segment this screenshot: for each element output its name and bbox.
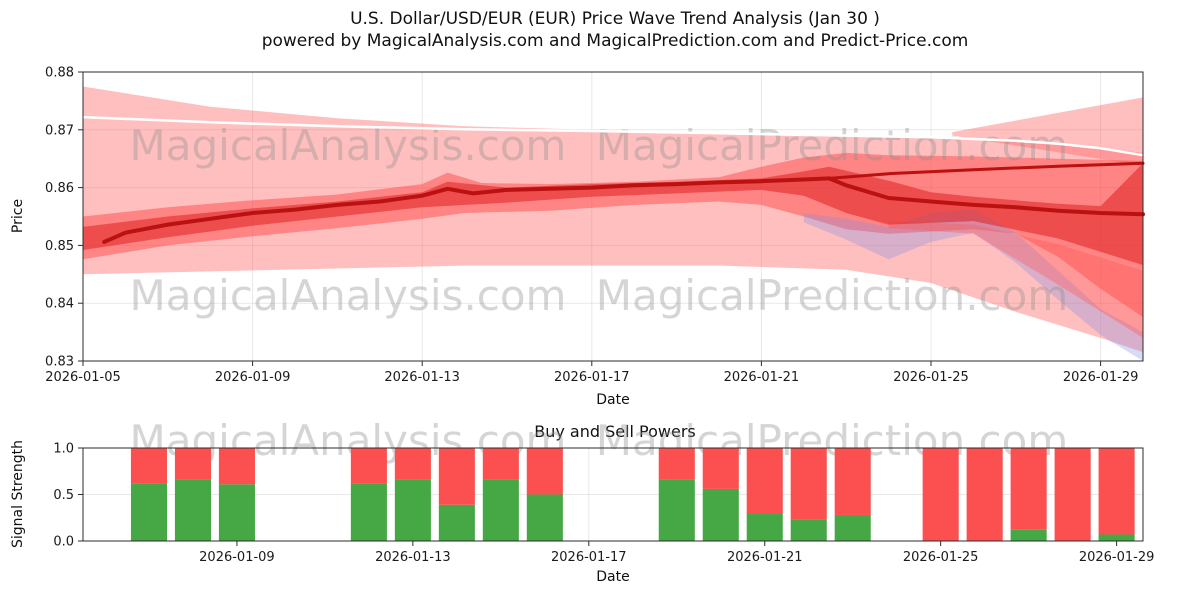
buy-bar-2026-01-29	[1098, 534, 1135, 541]
buy-bar-2026-01-22	[790, 519, 827, 541]
signal-ytick-label: 1.0	[53, 442, 74, 457]
price-ytick-label: 0.83	[45, 355, 74, 370]
line-forecast-white	[81, 115, 1145, 157]
buy-bar-2026-01-15	[482, 479, 519, 541]
sell-bar-2026-01-09	[218, 448, 255, 485]
signal-ytick-label: 0.5	[53, 488, 74, 503]
line-trend-upper-branch	[827, 161, 1145, 180]
sell-bar-2026-01-12	[350, 448, 387, 484]
sell-bar-2026-01-27	[1010, 448, 1047, 530]
watermark-prediction-row1: MagicalPrediction.com	[596, 121, 1069, 170]
buy-bar-2026-01-16	[526, 494, 563, 541]
price-xtick-label: 2026-01-09	[215, 370, 291, 385]
sell-bar-2026-01-15	[482, 448, 519, 480]
buy-bar-2026-01-07	[130, 483, 168, 541]
band-fan-low	[888, 221, 1143, 338]
price-xtick-label: 2026-01-21	[724, 370, 800, 385]
price-trend-lines	[81, 115, 1145, 244]
buy-bar-2026-01-19	[658, 479, 695, 541]
signal-chart-axes: 0.0 0.5 1.0 2026-01-09 2026-01-13 2026-01-17 2…	[53, 442, 1154, 566]
line-trend-main	[102, 176, 1145, 244]
price-xtick-label: 2026-01-25	[893, 370, 969, 385]
buy-sell-bars	[130, 448, 1135, 541]
price-ytick-label: 0.85	[45, 239, 74, 254]
signal-strength-axis-label: Signal Strength	[10, 440, 26, 548]
price-ytick-label: 0.88	[45, 66, 74, 81]
price-xtick-label: 2026-01-13	[384, 370, 460, 385]
price-plot-border	[82, 71, 1144, 362]
buy-bar-2026-01-27	[1010, 529, 1047, 541]
signal-xtick-label: 2026-01-21	[727, 550, 803, 565]
page-title: U.S. Dollar/USD/EUR (EUR) Price Wave Tre…	[350, 9, 880, 29]
buy-bar-2026-01-14	[438, 504, 475, 541]
buy-bar-2026-01-08	[174, 479, 211, 541]
signal-xtick-label: 2026-01-25	[903, 550, 979, 565]
signal-xtick-label: 2026-01-29	[1079, 550, 1155, 565]
watermark-prediction-row2: MagicalPrediction.com	[596, 271, 1069, 320]
buy-bar-2026-01-12	[350, 483, 387, 541]
band-blue-band	[803, 209, 1143, 361]
sell-bar-2026-01-20	[702, 448, 739, 489]
buy-bar-2026-01-23	[834, 514, 871, 541]
watermark-layer-top: MagicalAnalysis.com MagicalPrediction.co…	[130, 121, 1069, 320]
sell-bar-2026-01-14	[438, 448, 475, 505]
watermark-layer-bottom: MagicalAnalysis.com MagicalPrediction.co…	[130, 416, 1069, 465]
buy-bar-2026-01-20	[702, 488, 739, 541]
buy-bar-2026-01-21	[746, 514, 783, 541]
sell-bar-2026-01-21	[746, 448, 783, 515]
sell-bar-2026-01-08	[174, 448, 211, 480]
price-xtick-label: 2026-01-29	[1063, 370, 1139, 385]
signal-xtick-label: 2026-01-13	[375, 550, 451, 565]
sell-bar-2026-01-28	[1054, 448, 1091, 541]
price-ytick-label: 0.86	[45, 181, 74, 196]
price-axis-label: Price	[10, 199, 26, 233]
band-inner-band	[83, 163, 1143, 266]
signal-chart-title: Buy and Sell Powers	[534, 422, 696, 441]
sell-bar-2026-01-07	[130, 448, 168, 484]
sell-bar-2026-01-23	[834, 448, 871, 515]
buy-bar-2026-01-13	[394, 479, 431, 541]
sell-bar-2026-01-22	[790, 448, 827, 520]
sell-bar-2026-01-29	[1098, 448, 1135, 535]
price-chart-axes: 0.83 0.84 0.85 0.86 0.87 0.88 2026-01-05 2026-0…	[45, 66, 1144, 385]
buy-bar-2026-01-09	[218, 484, 255, 541]
sell-bar-2026-01-19	[658, 448, 695, 480]
price-ytick-label: 0.84	[45, 297, 74, 312]
price-xtick-label: 2026-01-17	[554, 370, 630, 385]
page-subtitle: powered by MagicalAnalysis.com and Magic…	[262, 31, 969, 51]
band-outer-envelope	[83, 86, 1143, 353]
sell-bar-2026-01-16	[526, 448, 563, 495]
watermark-analysis-row2: MagicalAnalysis.com	[130, 271, 567, 320]
sell-bar-2026-01-25	[922, 448, 959, 541]
signal-xtick-label: 2026-01-17	[551, 550, 627, 565]
price-ytick-label: 0.87	[45, 123, 74, 138]
signal-xtick-label: 2026-01-09	[199, 550, 275, 565]
price-date-axis-label: Date	[596, 392, 629, 408]
signal-ytick-label: 0.0	[53, 535, 74, 550]
price-xtick-label: 2026-01-05	[45, 370, 121, 385]
signal-date-axis-label: Date	[596, 569, 629, 585]
sell-bar-2026-01-26	[966, 448, 1003, 541]
watermark-analysis-row1: MagicalAnalysis.com	[130, 121, 567, 170]
sell-bar-2026-01-13	[394, 448, 431, 480]
